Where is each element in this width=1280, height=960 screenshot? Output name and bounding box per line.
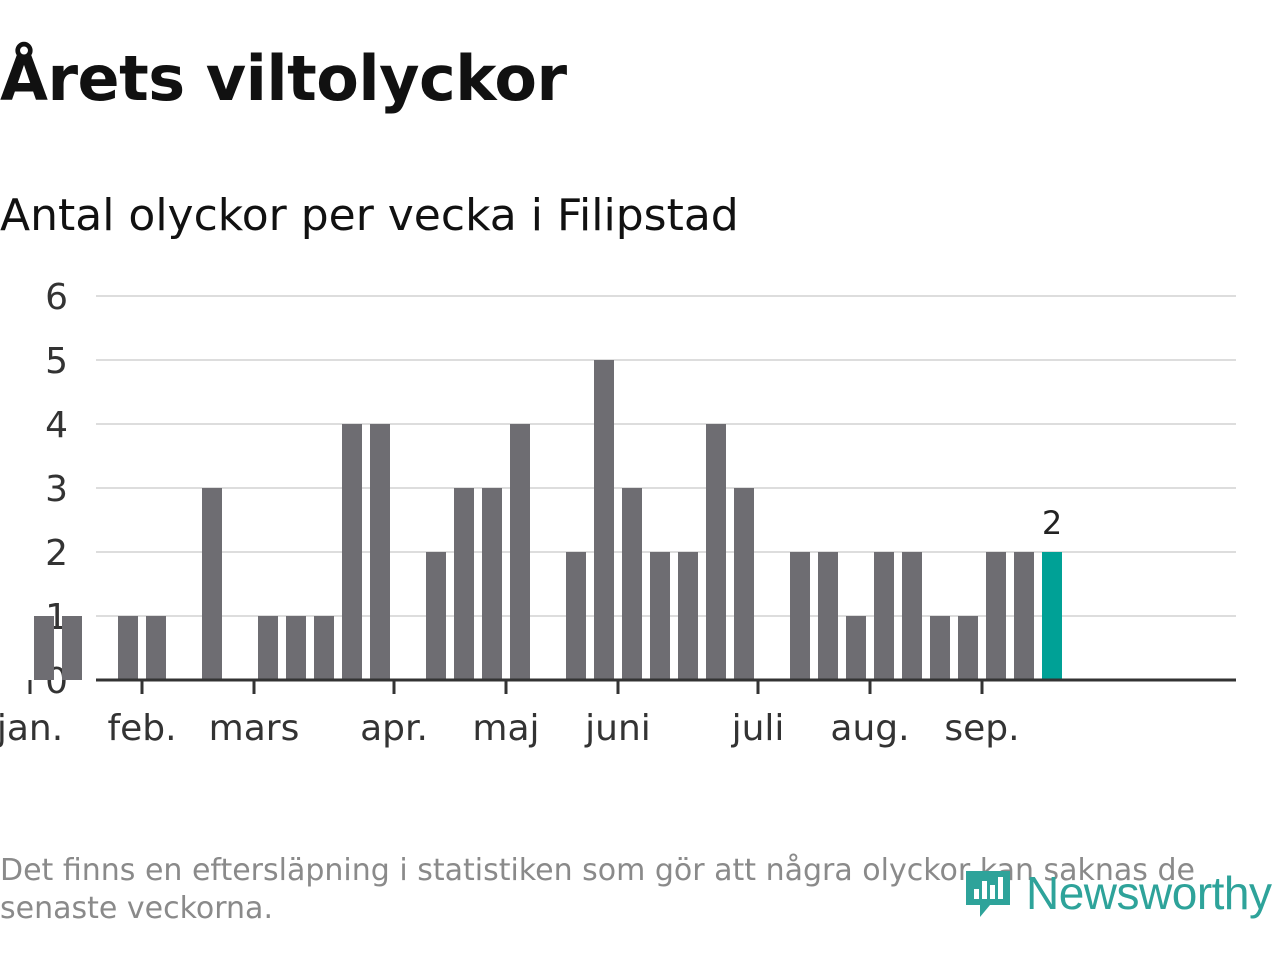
data-label: 2 [1042, 504, 1062, 542]
bar [370, 424, 390, 680]
bar [594, 360, 614, 680]
bar [342, 424, 362, 680]
bar [314, 616, 334, 680]
bar [1014, 552, 1034, 680]
bar [874, 552, 894, 680]
brand-name: Newsworthy [1026, 867, 1272, 919]
bars [34, 360, 1062, 680]
bar [650, 552, 670, 680]
chart-subtitle: Antal olyckor per vecka i Filipstad [0, 190, 739, 241]
y-tick-label: 3 [45, 469, 68, 510]
bar [118, 616, 138, 680]
bar-highlight [1042, 552, 1062, 680]
bar [930, 616, 950, 680]
bar [734, 488, 754, 680]
bar [426, 552, 446, 680]
bar [566, 552, 586, 680]
bar [958, 616, 978, 680]
bar [902, 552, 922, 680]
y-tick-label: 5 [45, 341, 68, 382]
x-tick-label: sep. [944, 708, 1019, 749]
bar [846, 616, 866, 680]
x-tick-label: maj [472, 708, 539, 749]
newsworthy-logo-icon [966, 871, 1010, 917]
bar [818, 552, 838, 680]
chart-title: Årets viltolyckor [0, 42, 567, 115]
y-tick-label: 6 [45, 277, 68, 318]
data-labels: 2 [1042, 504, 1062, 542]
brand-logo: Newsworthy [962, 858, 1272, 928]
x-tick-label: jan. [0, 708, 63, 749]
bar [62, 616, 82, 680]
bar [454, 488, 474, 680]
bar [706, 424, 726, 680]
bar [146, 616, 166, 680]
y-tick-label: 4 [45, 405, 68, 446]
x-tick-label: feb. [107, 708, 176, 749]
bar [622, 488, 642, 680]
x-tick-label: juni [584, 708, 651, 749]
y-tick-label: 2 [45, 533, 68, 574]
x-tick-label: mars [209, 708, 300, 749]
bar [510, 424, 530, 680]
x-tick-label: apr. [360, 708, 428, 749]
bar [678, 552, 698, 680]
x-tick-label: aug. [830, 708, 909, 749]
x-axis: jan. feb. mars apr. maj juni juli aug. sep. [0, 678, 1236, 749]
bar [286, 616, 306, 680]
bar [34, 616, 54, 680]
bar [482, 488, 502, 680]
bar [986, 552, 1006, 680]
bar [258, 616, 278, 680]
bar [202, 488, 222, 680]
bar [790, 552, 810, 680]
x-tick-label: juli [731, 708, 785, 749]
